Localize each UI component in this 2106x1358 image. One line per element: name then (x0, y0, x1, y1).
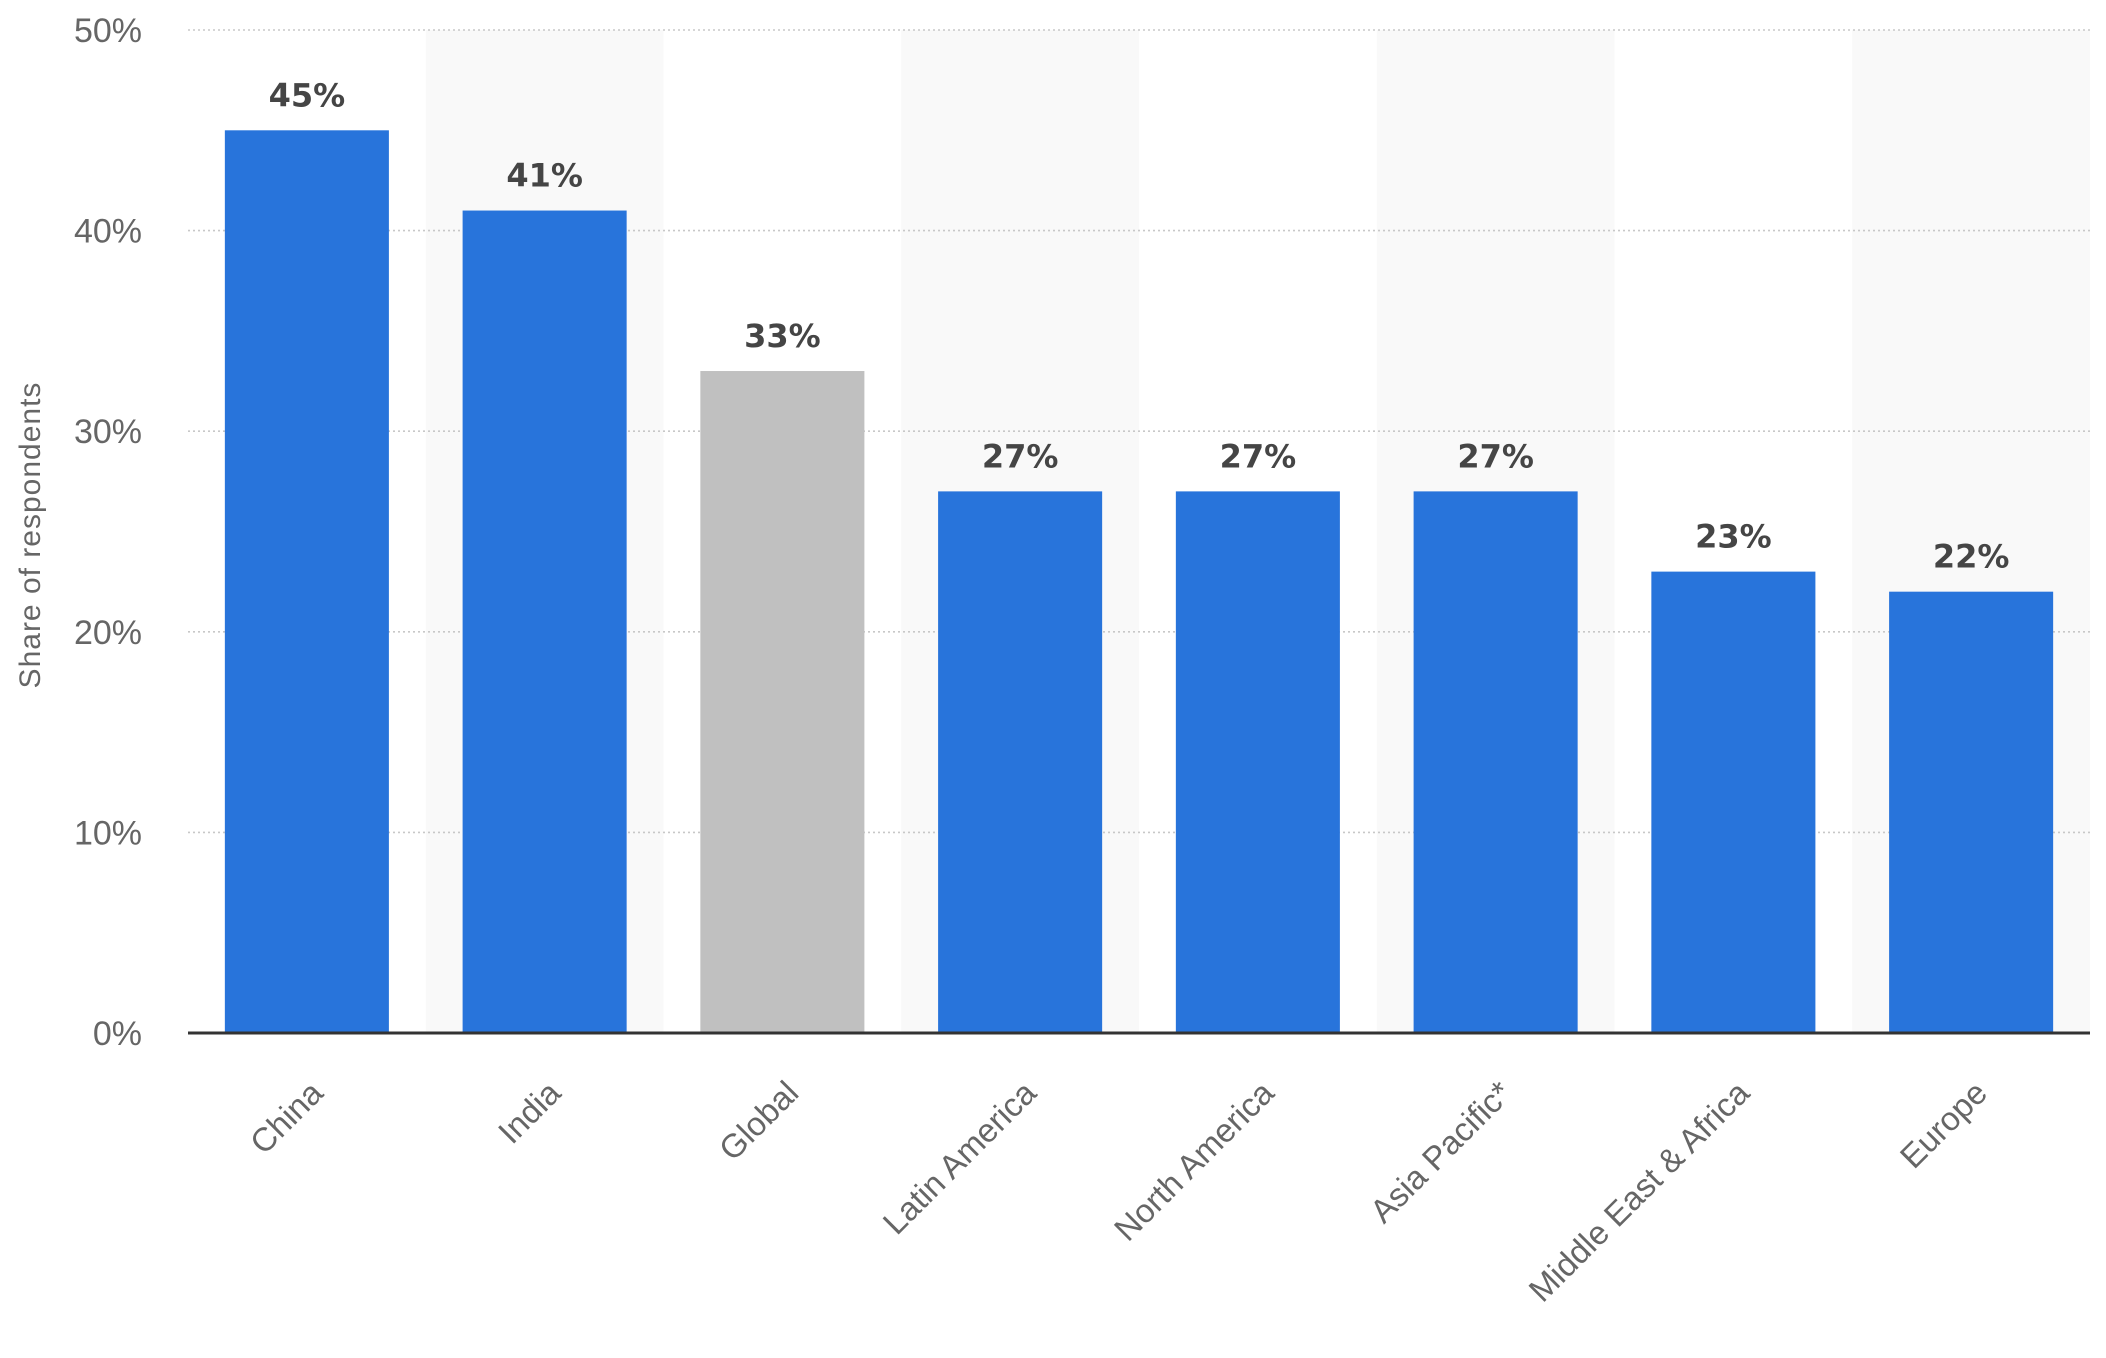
bars (224, 130, 2054, 1034)
x-tick-label: Middle East & Africa (1521, 1073, 1756, 1308)
data-label: 41% (506, 157, 583, 195)
data-label: 33% (744, 317, 821, 355)
x-tick-label: China (243, 1073, 331, 1161)
y-tick-label: 20% (74, 614, 142, 652)
x-tick-label: India (491, 1073, 568, 1150)
bar (1175, 491, 1340, 1033)
bar (938, 491, 1103, 1033)
bar (1413, 491, 1578, 1033)
data-label: 23% (1695, 518, 1772, 556)
x-tick-label: North America (1107, 1073, 1281, 1247)
x-tick-label: Latin America (876, 1073, 1044, 1241)
x-tick-label: Europe (1893, 1074, 1994, 1175)
bar (1651, 571, 1816, 1033)
y-tick-label: 10% (74, 814, 142, 852)
data-label: 45% (269, 76, 346, 114)
y-tick-label: 0% (93, 1015, 142, 1053)
data-labels: 45% 41% 33% 27% 27% 27% 23% 22% (269, 76, 2010, 575)
bar (1889, 591, 2054, 1033)
y-tick-label: 40% (74, 213, 142, 251)
y-tick-label: 30% (74, 413, 142, 451)
bar (462, 210, 627, 1034)
x-tick-label: Global (712, 1074, 806, 1168)
bar (224, 130, 389, 1034)
data-label: 27% (1220, 437, 1297, 475)
data-label: 22% (1933, 538, 2010, 576)
x-tick-label: Asia Pacific* (1363, 1074, 1519, 1230)
y-tick-label: 50% (74, 12, 142, 50)
y-axis-title: Share of respondents (14, 382, 47, 689)
data-label: 27% (982, 437, 1059, 475)
data-label: 27% (1457, 437, 1534, 475)
bar (700, 371, 865, 1033)
